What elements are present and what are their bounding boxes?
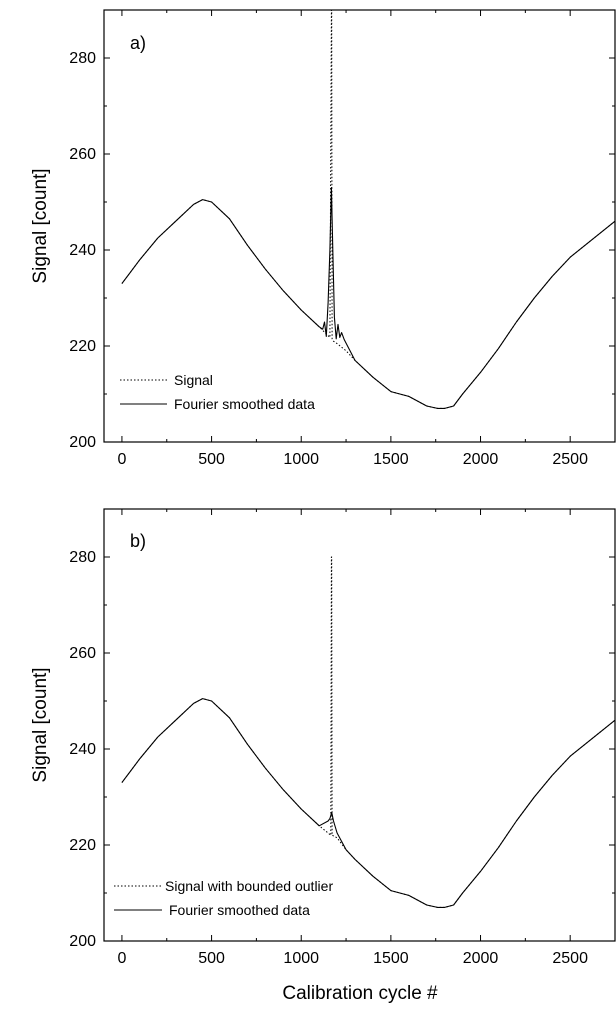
panel-a-x-ticks: 0 500 1000 1500 2000 2500 [117,10,588,468]
x-tick-label: 2000 [463,451,499,468]
series-fourier-line [121,698,616,908]
y-tick-label: 240 [69,242,96,259]
x-tick-label: 2000 [463,950,499,967]
legend-label-signal: Signal [174,372,213,388]
x-tick-label: 1000 [283,950,319,967]
y-tick-label: 220 [69,338,96,355]
y-tick-label: 200 [69,434,96,451]
y-tick-label: 200 [69,933,96,950]
x-tick-label: 500 [198,451,225,468]
x-axis-title: Calibration cycle # [282,983,438,1004]
x-tick-label: 1000 [283,451,319,468]
x-tick-label: 0 [117,950,126,967]
x-tick-label: 1500 [373,451,409,468]
panel-b-x-ticks: 0 500 1000 1500 2000 2500 [117,509,588,967]
panel-a-frame [103,9,616,443]
y-tick-label: 260 [69,146,96,163]
panel-b-label: b) [130,531,146,551]
panel-a-ylabel: Signal [count] [30,168,51,283]
panel-a-y-ticks: 200 220 240 260 280 [69,50,615,451]
x-tick-label: 2500 [552,451,588,468]
series-signal-line [121,556,616,908]
panel-a: a) Signal [count] 0 500 1000 1500 2000 2500 2… [30,9,616,468]
panel-a-series [121,9,616,409]
y-tick-label: 240 [69,741,96,758]
x-tick-label: 0 [117,451,126,468]
panel-a-legend: Signal Fourier smoothed data [120,372,315,412]
y-tick-label: 280 [69,549,96,566]
legend-label-fourier-b: Fourier smoothed data [169,902,310,918]
y-tick-label: 260 [69,645,96,662]
panel-b-ylabel: Signal [count] [30,667,51,782]
legend-label-signal-bounded: Signal with bounded outlier [165,878,333,894]
legend-label-fourier: Fourier smoothed data [174,396,315,412]
panel-b-frame [103,508,616,942]
panel-b: b) Signal [count] 0 500 1000 1500 2000 2500 2… [30,508,616,1004]
panel-b-legend: Signal with bounded outlier Fourier smoo… [114,878,333,918]
x-tick-label: 2500 [552,950,588,967]
series-fourier-line [121,187,616,409]
panel-a-label: a) [130,33,146,53]
x-tick-label: 1500 [373,950,409,967]
y-tick-label: 220 [69,837,96,854]
panel-b-y-ticks: 200 220 240 260 280 [69,549,615,950]
y-tick-label: 280 [69,50,96,67]
panel-b-series [121,556,616,908]
series-signal-line [121,9,616,409]
x-tick-label: 500 [198,950,225,967]
